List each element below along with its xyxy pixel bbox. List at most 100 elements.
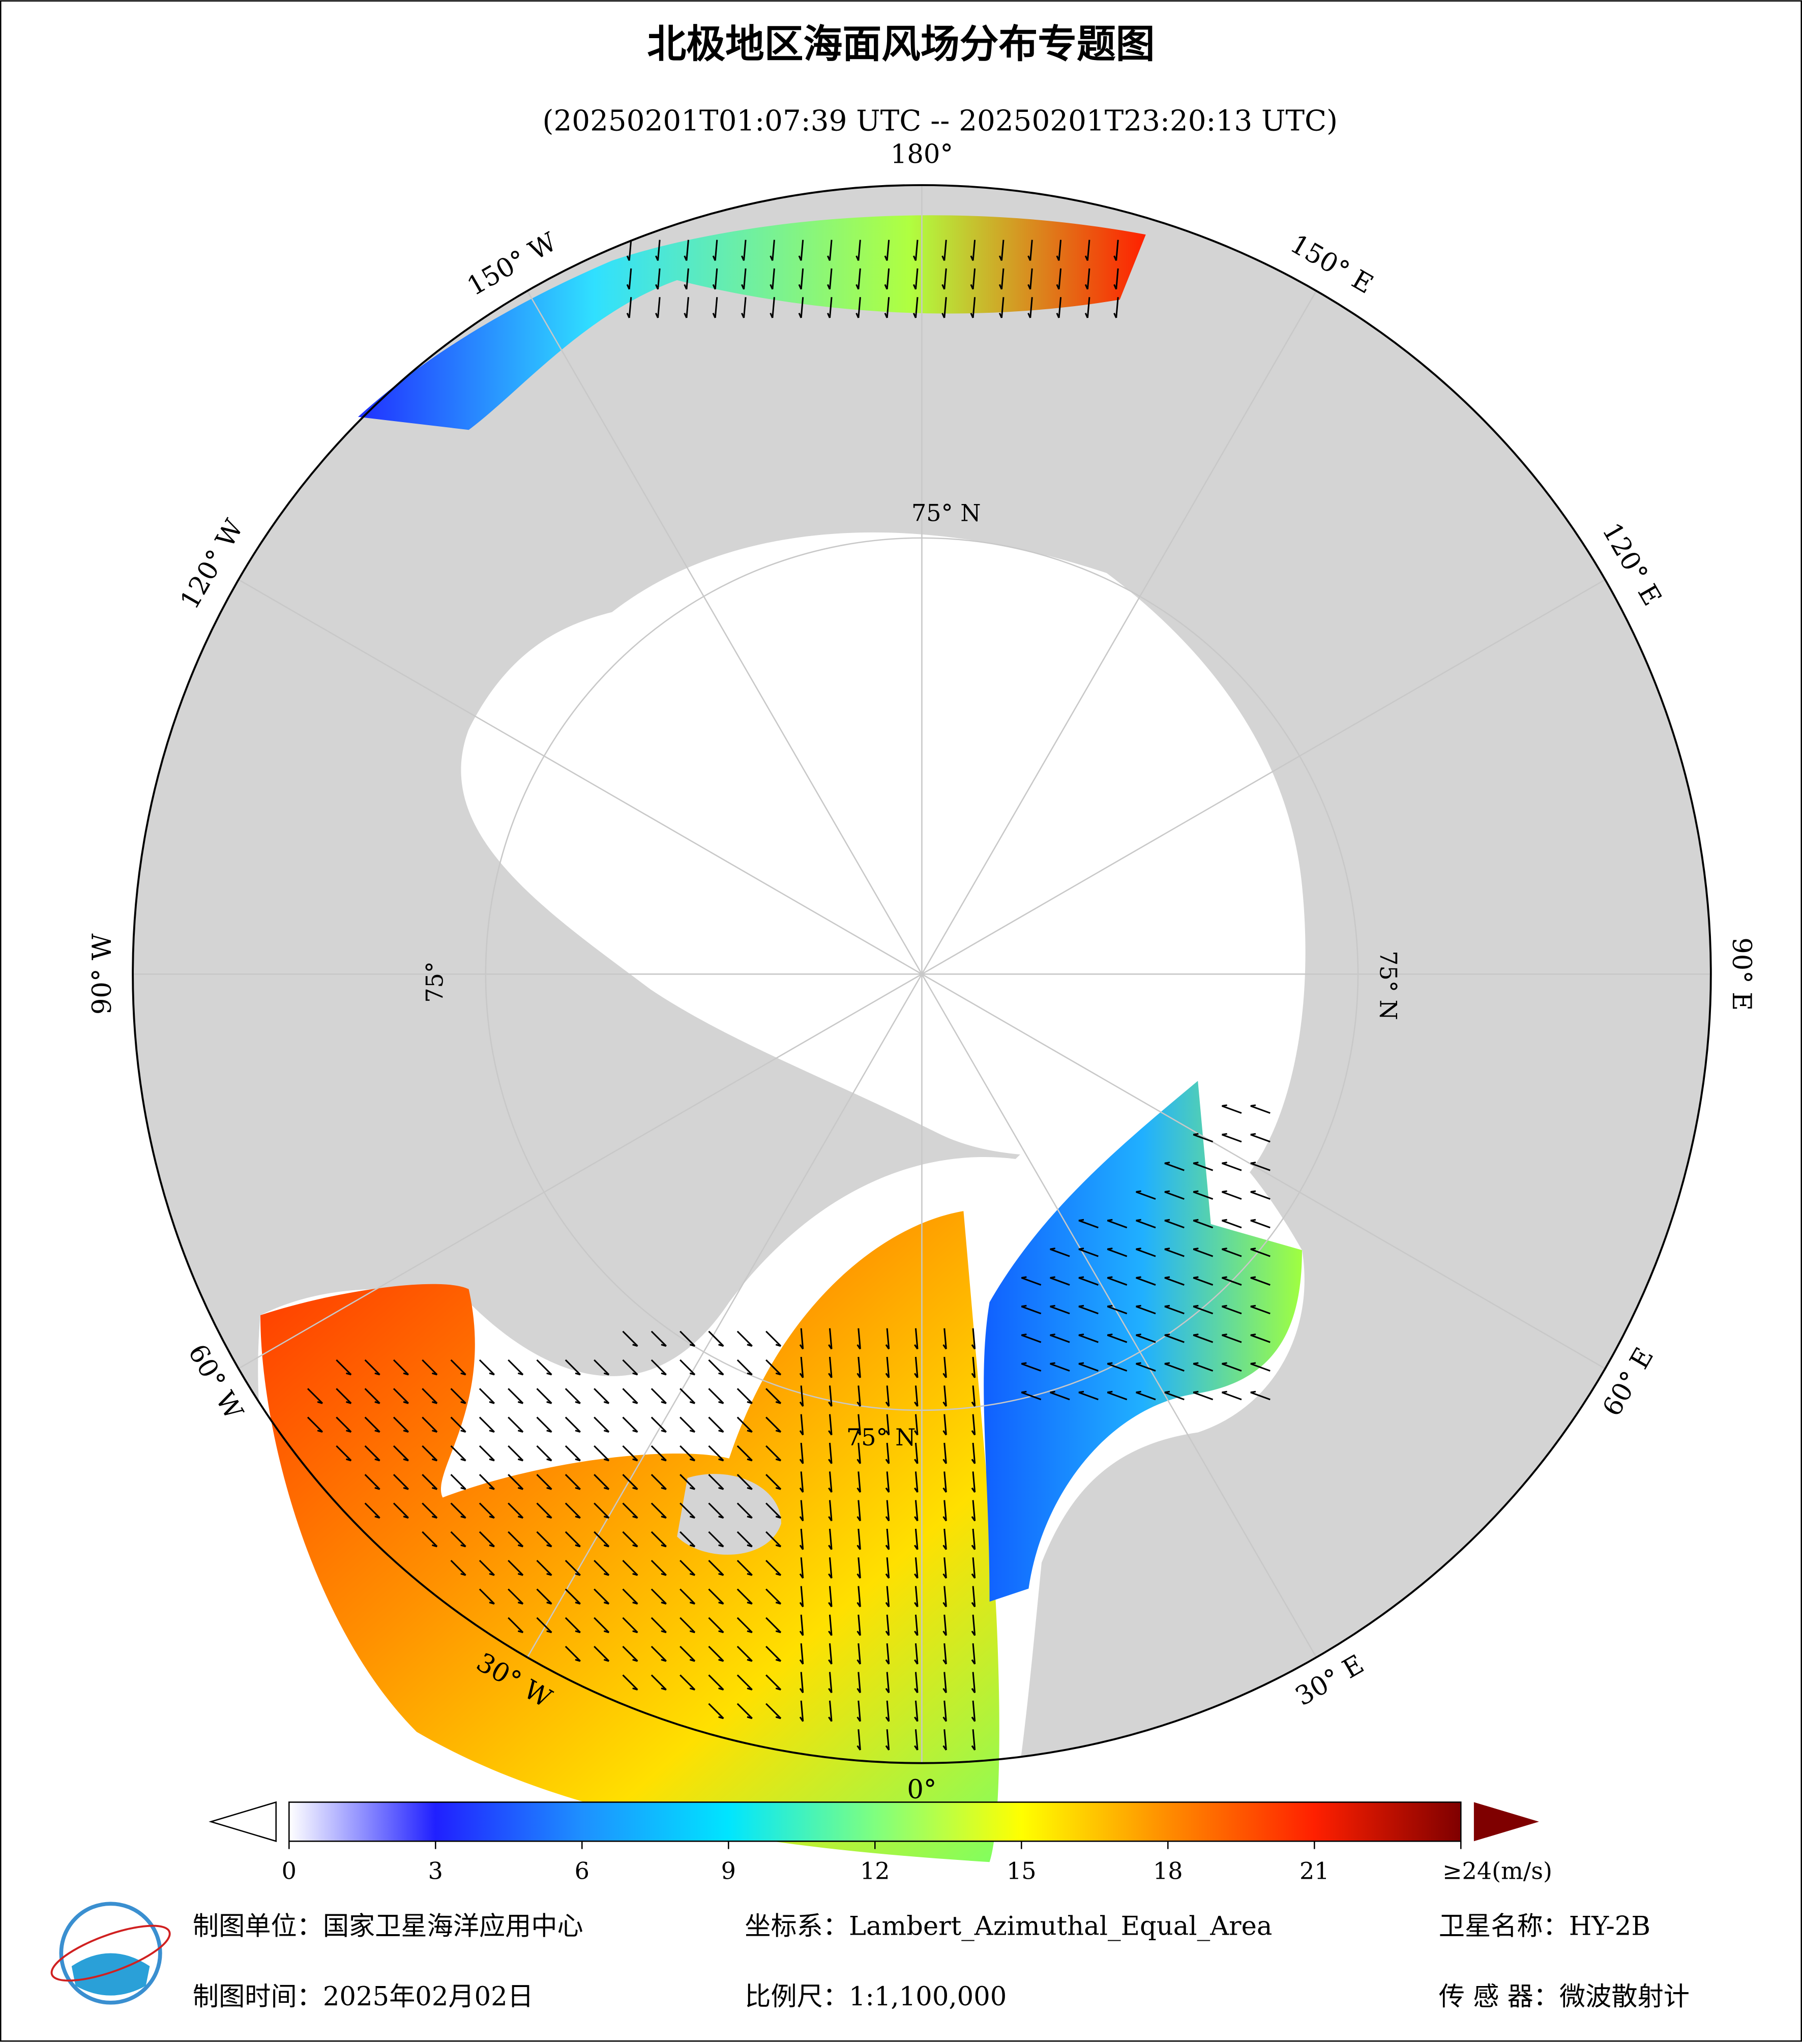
wind-arrow — [1250, 1391, 1271, 1401]
wind-arrow — [1193, 1306, 1214, 1315]
wind-arrow — [1250, 1363, 1271, 1372]
wind-arrow-head — [489, 1516, 495, 1519]
wind-arrow — [886, 1471, 890, 1493]
wind-arrow-head — [546, 1630, 552, 1634]
wind-arrow — [886, 1729, 890, 1751]
wind-arrow-head — [661, 1630, 667, 1634]
wind-arrow-head — [828, 1344, 833, 1350]
wind-arrow-head — [914, 1373, 919, 1378]
wind-arrow — [622, 1445, 638, 1461]
wind-arrow — [800, 1385, 804, 1407]
wind-arrow-head — [856, 1516, 861, 1522]
wind-arrow — [765, 1416, 782, 1433]
wind-arrow — [972, 240, 976, 261]
wind-arrow-head — [684, 313, 688, 318]
wind-arrow-head — [317, 1401, 323, 1404]
meridian — [921, 290, 1317, 974]
wind-arrow — [736, 1388, 753, 1404]
wind-arrow — [422, 1388, 438, 1404]
wind-arrow-head — [1078, 1305, 1084, 1308]
wind-arrow — [914, 1414, 919, 1435]
wind-arrow — [565, 1359, 581, 1376]
wind-arrow — [943, 1729, 947, 1751]
wind-arrow — [914, 1442, 919, 1464]
wind-arrow — [1107, 1363, 1128, 1372]
wind-arrow — [914, 1614, 919, 1636]
wind-arrow-head — [517, 1372, 523, 1376]
wind-arrow-head — [460, 1573, 466, 1576]
wind-arrow-head — [885, 1459, 890, 1464]
wind-arrow — [1250, 1220, 1271, 1229]
wind-arrow-head — [718, 1573, 724, 1576]
wind-arrow — [972, 297, 976, 318]
wind-arrow-head — [1056, 255, 1060, 261]
wind-arrow — [508, 1359, 524, 1376]
wind-arrow — [829, 1586, 833, 1607]
wind-arrow-head — [828, 1573, 833, 1579]
wind-arrow — [450, 1359, 466, 1376]
wind-arrow — [800, 1471, 804, 1493]
wind-arrow-head — [1027, 255, 1031, 261]
wind-arrow-head — [1193, 1362, 1199, 1365]
wind-arrow-head — [912, 255, 917, 261]
wind-arrow-head — [632, 1630, 638, 1634]
wind-arrow-head — [575, 1658, 581, 1662]
wind-arrow-head — [885, 1344, 890, 1350]
wind-arrow — [1107, 1277, 1128, 1286]
wind-arrow-head — [432, 1516, 437, 1519]
wind-arrow — [1221, 1162, 1242, 1171]
wind-arrow-head — [1164, 1276, 1170, 1279]
wind-arrow — [1164, 1334, 1185, 1343]
wind-arrow — [479, 1388, 495, 1404]
wind-arrow-head — [828, 1687, 833, 1694]
wind-arrow — [508, 1445, 524, 1461]
wind-arrow — [1021, 1306, 1042, 1315]
wind-arrow-head — [914, 1545, 919, 1550]
wind-arrow — [736, 1330, 753, 1347]
wind-arrow-head — [1164, 1362, 1170, 1365]
wind-arrow-head — [718, 1544, 724, 1548]
wind-arrow — [565, 1588, 581, 1605]
wind-arrow — [651, 1474, 667, 1490]
wind-arrow-head — [828, 1545, 833, 1550]
wind-arrow — [943, 1643, 947, 1665]
wind-arrow — [565, 1502, 581, 1519]
wind-arrow-head — [826, 313, 831, 318]
wind-arrow — [800, 297, 804, 318]
wind-arrow — [1193, 1134, 1214, 1143]
wind-arrow-head — [661, 1516, 667, 1519]
wind-arrow-head — [489, 1458, 495, 1462]
wind-arrow-head — [826, 255, 831, 261]
wind-arrow — [651, 1388, 667, 1404]
wind-arrow-head — [775, 1458, 781, 1462]
wind-arrow — [307, 1416, 323, 1433]
wind-arrow-head — [661, 1573, 667, 1576]
wind-arrow — [680, 1588, 696, 1605]
wind-arrow-head — [460, 1430, 466, 1433]
wind-arrow-head — [942, 1516, 947, 1522]
wind-arrow — [1164, 1162, 1185, 1171]
wind-arrow — [622, 1474, 638, 1490]
wind-arrow — [1000, 268, 1005, 289]
wind-arrow-head — [799, 1573, 804, 1579]
wind-arrow — [972, 1500, 976, 1521]
wind-arrow-head — [403, 1516, 409, 1519]
wind-arrow — [972, 1614, 976, 1636]
wind-arrow — [972, 1385, 976, 1407]
wind-arrow — [1221, 1391, 1242, 1401]
wind-arrow — [886, 1557, 890, 1579]
wind-arrow-head — [971, 1487, 976, 1493]
wind-arrow — [765, 1560, 782, 1576]
wind-arrow — [479, 1416, 495, 1433]
wind-arrow — [1078, 1363, 1099, 1372]
wind-arrow-head — [689, 1516, 695, 1519]
wind-arrow — [972, 1471, 976, 1493]
wind-arrow — [393, 1474, 409, 1490]
wind-arrow-head — [855, 255, 860, 261]
wind-arrow-head — [632, 1516, 638, 1519]
wind-arrow-head — [998, 313, 1002, 318]
wind-arrow-head — [885, 1401, 890, 1407]
wind-arrow-head — [856, 1687, 861, 1694]
wind-arrow-head — [1250, 1276, 1256, 1279]
wind-arrow-head — [1250, 1190, 1256, 1193]
